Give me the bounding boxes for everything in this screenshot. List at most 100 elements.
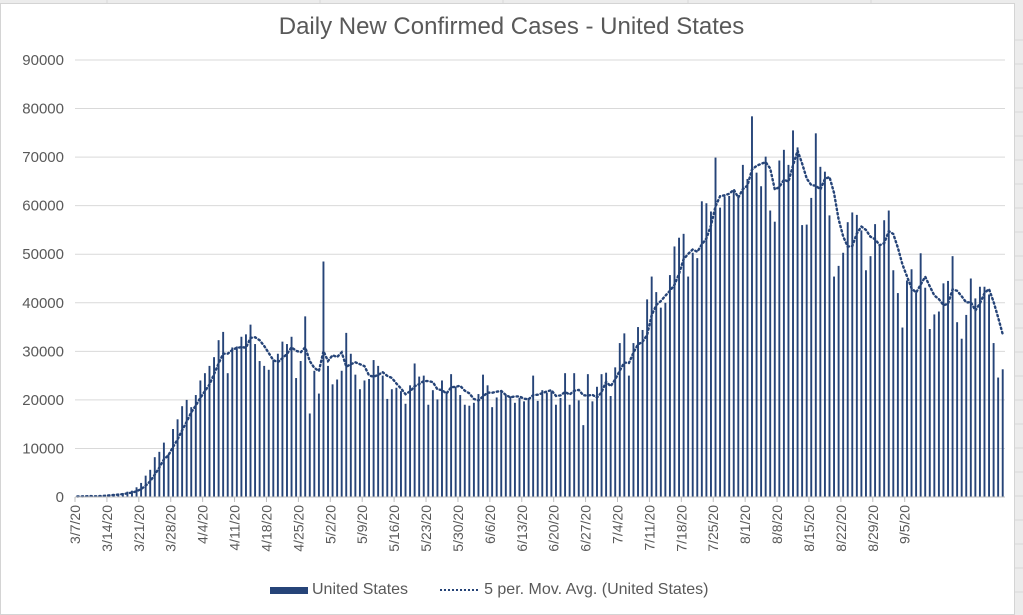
x-tick-label: 8/1/20 bbox=[737, 505, 753, 544]
bar bbox=[673, 246, 676, 497]
bar bbox=[623, 333, 626, 497]
bar bbox=[400, 391, 402, 497]
bar bbox=[564, 373, 567, 497]
bar bbox=[436, 399, 439, 497]
x-tick-label: 6/6/20 bbox=[482, 505, 498, 544]
bar bbox=[550, 391, 553, 497]
bar bbox=[413, 363, 416, 497]
chart-title: Daily New Confirmed Cases - United State… bbox=[278, 13, 745, 40]
bar-series bbox=[76, 116, 1004, 498]
legend-line-swatch bbox=[440, 589, 479, 591]
bar bbox=[491, 407, 494, 497]
legend-bar-label: United States bbox=[312, 581, 409, 598]
x-tick-label: 5/23/20 bbox=[418, 505, 434, 552]
bar bbox=[404, 403, 407, 497]
bar bbox=[450, 374, 453, 497]
bar bbox=[851, 212, 854, 497]
bar bbox=[167, 454, 170, 497]
bar bbox=[532, 375, 535, 497]
bar bbox=[208, 365, 211, 497]
bar bbox=[582, 425, 585, 497]
bar bbox=[896, 293, 899, 497]
bar bbox=[504, 395, 507, 497]
bar bbox=[614, 367, 617, 497]
bar bbox=[463, 404, 466, 497]
bar bbox=[974, 298, 977, 497]
chart-area[interactable] bbox=[0, 3, 1015, 615]
bar bbox=[340, 370, 343, 497]
bar bbox=[235, 346, 238, 497]
bar bbox=[290, 336, 293, 497]
bar bbox=[495, 397, 498, 497]
x-tick-label: 3/21/20 bbox=[131, 505, 147, 552]
bar bbox=[933, 314, 936, 497]
bar bbox=[431, 390, 434, 497]
bar bbox=[577, 400, 580, 497]
bar bbox=[997, 377, 1000, 497]
bar bbox=[805, 224, 808, 497]
bar bbox=[860, 230, 863, 497]
bar bbox=[313, 370, 316, 497]
bar bbox=[194, 395, 197, 497]
bar bbox=[368, 379, 370, 497]
x-tick-label: 7/11/20 bbox=[641, 505, 657, 551]
bar bbox=[609, 396, 612, 497]
bar bbox=[596, 386, 598, 497]
bar bbox=[951, 256, 954, 497]
bar bbox=[190, 407, 193, 497]
gridlines bbox=[75, 59, 1005, 449]
bar bbox=[358, 389, 361, 497]
bar bbox=[687, 276, 690, 497]
bar bbox=[883, 220, 886, 498]
bar bbox=[865, 270, 867, 497]
bar bbox=[874, 224, 877, 497]
bar bbox=[131, 490, 133, 497]
bar bbox=[591, 401, 594, 497]
bar bbox=[992, 343, 995, 497]
bar bbox=[254, 344, 257, 497]
bar bbox=[947, 280, 949, 497]
bar bbox=[153, 457, 156, 497]
bar bbox=[983, 286, 986, 497]
bar bbox=[792, 130, 794, 497]
bar bbox=[395, 387, 398, 497]
y-tick-label: 10000 bbox=[22, 440, 64, 457]
bar bbox=[655, 292, 658, 497]
bar bbox=[801, 225, 804, 497]
x-axis-ticks: 3/7/20 3/14/20 3/21/20 3/28/20 4/4/20 4/11/20… bbox=[67, 497, 913, 552]
bar bbox=[714, 157, 717, 497]
x-tick-label: 3/28/20 bbox=[163, 505, 179, 552]
bar bbox=[518, 397, 521, 497]
bar bbox=[231, 347, 234, 497]
bar bbox=[500, 390, 503, 497]
x-tick-label: 3/14/20 bbox=[99, 505, 115, 552]
bar bbox=[855, 214, 858, 497]
bar bbox=[965, 314, 968, 497]
x-tick-label: 8/22/20 bbox=[833, 505, 849, 552]
x-tick-label: 8/29/20 bbox=[865, 505, 881, 552]
y-axis-ticks: 0 10000 20000 30000 40000 50000 60000 70000 8000… bbox=[22, 52, 64, 506]
bar bbox=[409, 385, 412, 497]
bar bbox=[276, 353, 279, 497]
bar bbox=[386, 398, 389, 497]
bar bbox=[181, 406, 184, 497]
x-tick-label: 4/25/20 bbox=[290, 505, 306, 552]
bar bbox=[158, 451, 161, 497]
bar bbox=[782, 149, 785, 497]
bar bbox=[696, 258, 699, 497]
bar bbox=[162, 442, 165, 497]
y-tick-label: 0 bbox=[56, 489, 64, 506]
legend-bar-swatch bbox=[270, 586, 308, 594]
bar bbox=[1001, 369, 1004, 497]
bar bbox=[322, 261, 325, 497]
bar bbox=[486, 385, 489, 497]
bar bbox=[568, 404, 571, 497]
bar bbox=[978, 286, 981, 497]
x-tick-label: 5/9/20 bbox=[354, 505, 370, 544]
bar bbox=[472, 402, 475, 497]
legend-line-label: 5 per. Mov. Avg. (United States) bbox=[484, 581, 709, 598]
bar bbox=[760, 186, 763, 498]
bar bbox=[700, 201, 703, 498]
bar bbox=[682, 233, 685, 497]
